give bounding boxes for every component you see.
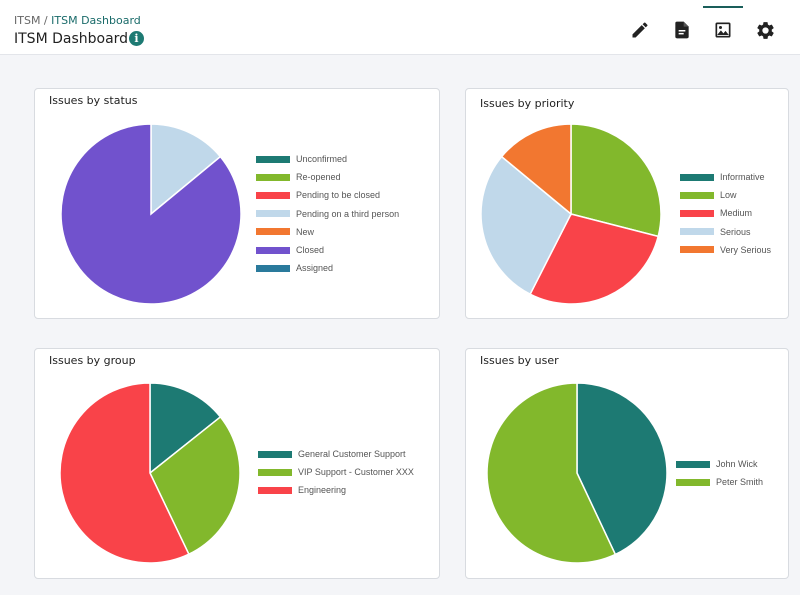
page-title: ITSM Dashboard xyxy=(14,31,129,47)
legend-label: Pending to be closed xyxy=(296,190,381,201)
legend-label: Low xyxy=(720,190,737,201)
legend-label: Informative xyxy=(720,172,765,183)
legend-label: General Customer Support xyxy=(298,449,406,460)
legend-label: Pending on a third person xyxy=(296,208,400,219)
legend-label: Very Serious xyxy=(720,244,772,255)
chart-title: Issues by status xyxy=(49,94,138,107)
legend-label: New xyxy=(296,226,315,237)
legend-label: Re-opened xyxy=(296,172,341,183)
chart-title: Issues by user xyxy=(480,354,559,367)
legend-label: Closed xyxy=(296,245,325,256)
legend-label: John Wick xyxy=(716,459,758,470)
legend-label: VIP Support - Customer XXX xyxy=(298,467,414,478)
user-pie-chart xyxy=(486,382,668,564)
legend-swatch xyxy=(258,486,292,494)
legend-item-engineering[interactable]: Engineering xyxy=(258,481,414,499)
pie-slice-serious[interactable] xyxy=(480,155,572,296)
legend-swatch xyxy=(256,210,290,218)
status-pie-chart xyxy=(60,123,242,305)
pie-slice-engineering[interactable] xyxy=(59,382,190,564)
status-chart-card: Issues by status Unconfirmed Re-opened Pen… xyxy=(34,88,440,319)
user-chart-card: Issues by user John Wick Peter Smith xyxy=(465,348,789,579)
legend-item-closed[interactable]: Closed xyxy=(256,241,399,259)
edit-button[interactable] xyxy=(620,8,660,52)
legend-item-vip-support-customer-xxx[interactable]: VIP Support - Customer XXX xyxy=(258,463,414,481)
breadcrumb-separator: / xyxy=(40,14,52,27)
priority-pie-chart xyxy=(480,123,662,305)
user-legend: John Wick Peter Smith xyxy=(676,455,763,491)
legend-label: Peter Smith xyxy=(716,477,764,488)
legend-swatch xyxy=(258,450,292,458)
pie-slice-closed[interactable] xyxy=(60,123,242,305)
pie-slice-medium[interactable] xyxy=(529,213,660,305)
legend-item-low[interactable]: Low xyxy=(680,186,771,204)
legend-item-new[interactable]: New xyxy=(256,223,399,241)
legend-item-pending-to-be-closed[interactable]: Pending to be closed xyxy=(256,186,399,204)
legend-label: Assigned xyxy=(296,263,334,274)
legend-swatch xyxy=(256,155,290,163)
legend-item-unconfirmed[interactable]: Unconfirmed xyxy=(256,150,399,168)
legend-label: Serious xyxy=(720,226,751,237)
legend-item-pending-on-a-third-person[interactable]: Pending on a third person xyxy=(256,205,399,223)
gear-icon xyxy=(756,21,774,39)
legend-item-informative[interactable]: Informative xyxy=(680,168,771,186)
legend-swatch xyxy=(680,246,714,254)
legend-label: Engineering xyxy=(298,485,347,496)
status-legend: Unconfirmed Re-opened Pending to be closed… xyxy=(256,150,399,277)
legend-swatch xyxy=(256,228,290,236)
group-pie-chart xyxy=(59,382,241,564)
legend-item-peter-smith[interactable]: Peter Smith xyxy=(676,473,763,491)
legend-swatch xyxy=(676,460,710,468)
legend-swatch xyxy=(256,246,290,254)
breadcrumb-root[interactable]: ITSM xyxy=(14,14,41,27)
legend-swatch xyxy=(256,264,290,272)
report-button[interactable] xyxy=(662,8,702,52)
chart-title: Issues by group xyxy=(49,354,136,367)
legend-swatch xyxy=(256,191,290,199)
pie-slice-low[interactable] xyxy=(570,123,662,238)
pie-slice-pending-on-a-third-person[interactable] xyxy=(150,123,222,216)
pencil-icon xyxy=(632,22,648,38)
settings-button[interactable] xyxy=(745,8,785,52)
legend-item-re-opened[interactable]: Re-opened xyxy=(256,168,399,186)
legend-swatch xyxy=(680,228,714,236)
legend-swatch xyxy=(680,173,714,181)
group-legend: General Customer Support VIP Support - Cu… xyxy=(258,445,414,500)
legend-item-medium[interactable]: Medium xyxy=(680,204,771,222)
image-icon xyxy=(715,22,731,38)
legend-item-very-serious[interactable]: Very Serious xyxy=(680,241,771,259)
legend-item-general-customer-support[interactable]: General Customer Support xyxy=(258,445,414,463)
pie-slice-john-wick[interactable] xyxy=(576,382,668,556)
legend-item-serious[interactable]: Serious xyxy=(680,223,771,241)
priority-legend: Informative Low Medium Serious Very Serious xyxy=(680,168,771,259)
pie-slice-general-customer-support[interactable] xyxy=(149,382,222,475)
legend-label: Medium xyxy=(720,208,753,219)
legend-label: Unconfirmed xyxy=(296,154,348,165)
image-button[interactable] xyxy=(703,6,743,52)
legend-item-john-wick[interactable]: John Wick xyxy=(676,455,763,473)
legend-swatch xyxy=(680,191,714,199)
group-chart-card: Issues by group General Customer Support… xyxy=(34,348,440,579)
legend-swatch xyxy=(676,478,710,486)
pie-slice-very-serious[interactable] xyxy=(500,123,572,216)
legend-item-assigned[interactable]: Assigned xyxy=(256,259,399,277)
legend-swatch xyxy=(256,173,290,181)
breadcrumb-current[interactable]: ITSM Dashboard xyxy=(51,14,141,27)
priority-chart-card: Issues by priority Informative Low Medium S… xyxy=(465,88,789,319)
info-icon[interactable]: i xyxy=(129,31,144,46)
legend-swatch xyxy=(680,209,714,217)
chart-title: Issues by priority xyxy=(480,97,575,110)
pie-slice-peter-smith[interactable] xyxy=(486,382,617,564)
breadcrumb: ITSM / ITSM Dashboard xyxy=(14,14,141,27)
document-icon xyxy=(675,21,689,39)
top-bar: ITSM / ITSM Dashboard ITSM Dashboard i xyxy=(0,0,800,55)
legend-swatch xyxy=(258,468,292,476)
